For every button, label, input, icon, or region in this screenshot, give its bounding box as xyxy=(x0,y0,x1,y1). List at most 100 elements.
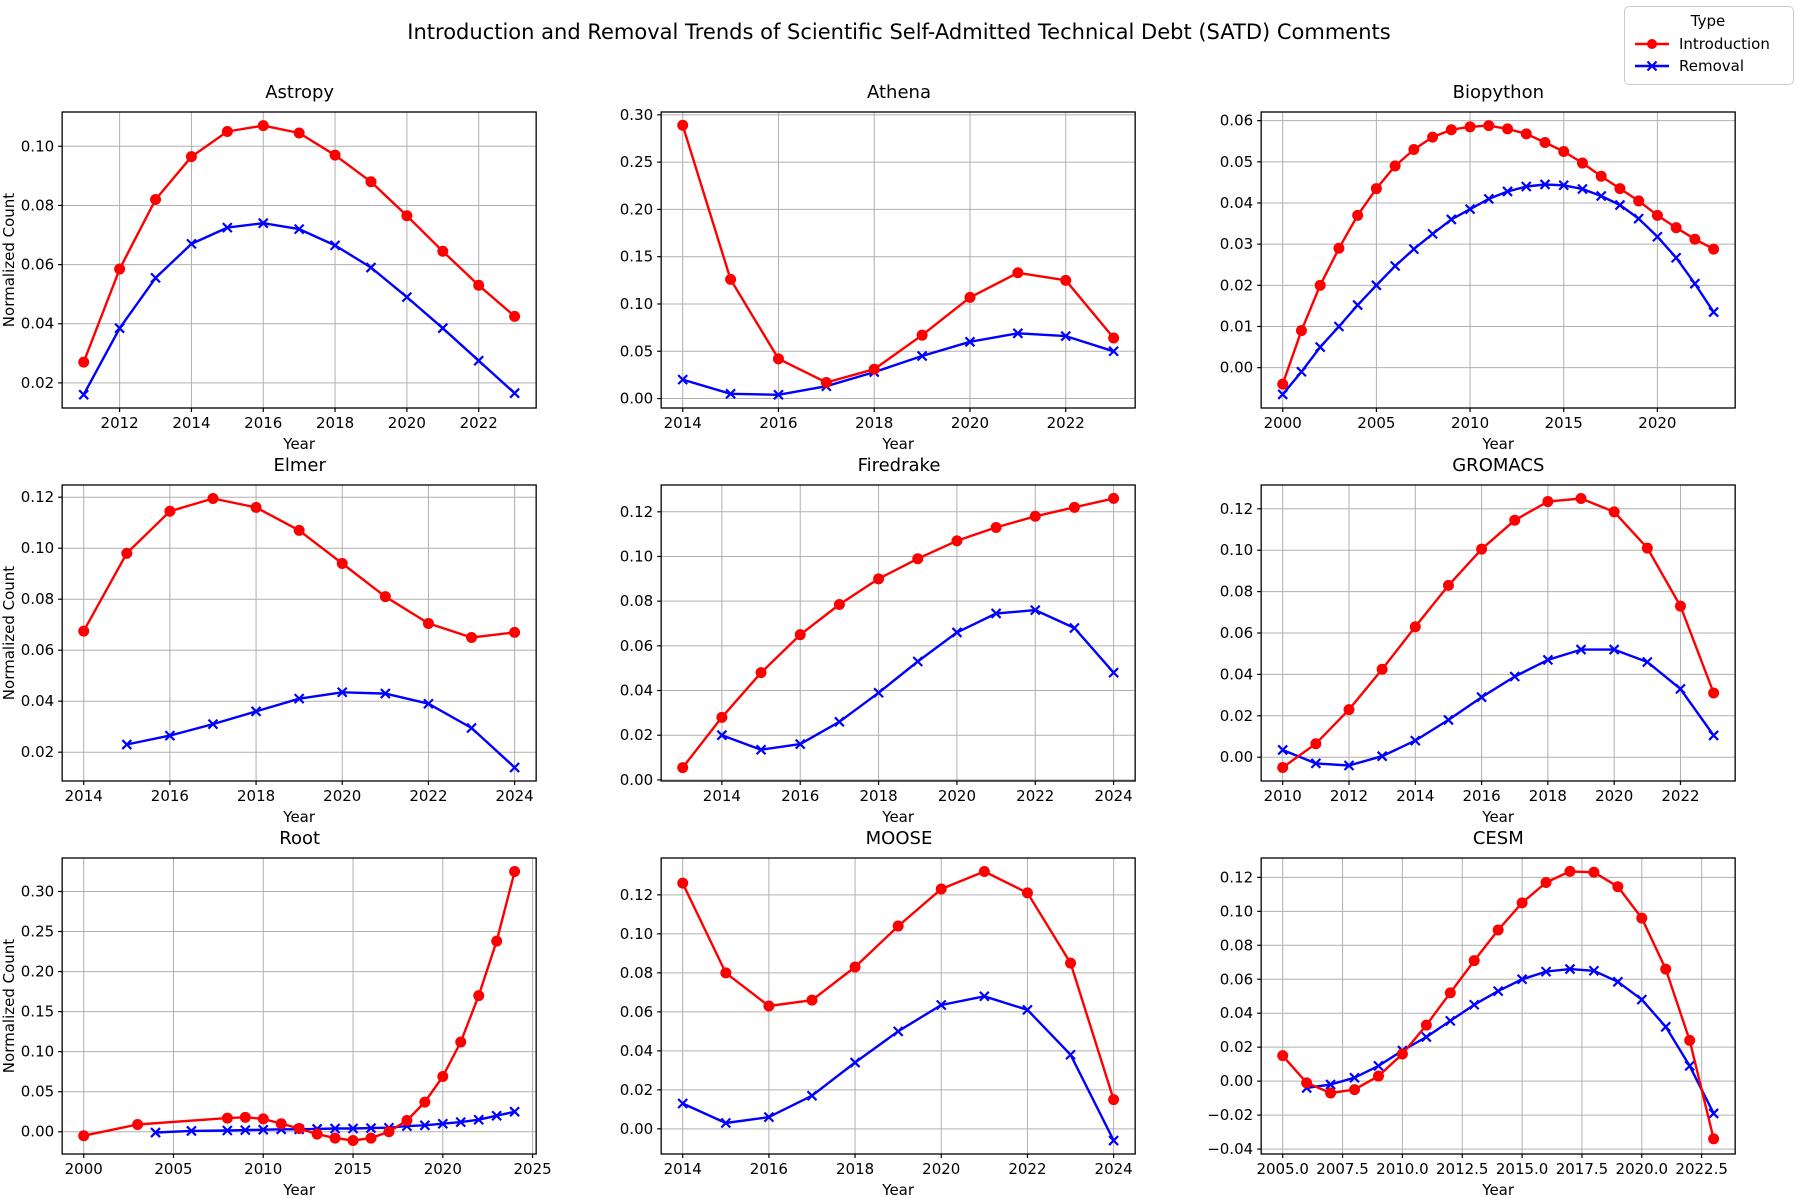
x-tick-label: 2020 xyxy=(424,1160,462,1178)
introduction-point-marker xyxy=(336,558,348,570)
x-tick-label: 2020 xyxy=(323,787,361,805)
x-tick-label: 2007.5 xyxy=(1316,1160,1369,1178)
subplot-title-athena: Athena xyxy=(867,82,931,103)
removal-point-marker xyxy=(1558,180,1569,191)
x-tick-label: 2014 xyxy=(664,414,702,432)
y-tick-label: 0.08 xyxy=(620,964,653,982)
introduction-line xyxy=(681,497,1116,769)
x-tick-label: 2020 xyxy=(1595,787,1633,805)
introduction-point-marker xyxy=(773,353,785,365)
x-tick-label: 2018 xyxy=(237,787,275,805)
x-tick-label: 2017.5 xyxy=(1555,1160,1608,1178)
x-tick-label: 2016 xyxy=(750,1160,788,1178)
x-tick-label: 2024 xyxy=(496,787,534,805)
introduction-point-marker xyxy=(132,1119,144,1131)
removal-point-marker xyxy=(1576,183,1588,195)
removal-point-marker xyxy=(1060,330,1072,342)
removal-point-marker xyxy=(1707,306,1719,318)
y-tick-label: 0.10 xyxy=(21,137,54,155)
introduction-point-marker xyxy=(365,1132,377,1144)
introduction-point-marker xyxy=(1069,501,1081,513)
firedrake-chart-canvas: 2014 2016 2018 2020 2022 2024 0.00 0.02 0.04 0.06… xyxy=(620,484,1137,824)
removal-point-marker xyxy=(78,389,89,400)
introduction-point-marker xyxy=(1641,542,1653,554)
x-tick-label: 2020 xyxy=(922,1160,960,1178)
subplot-elmer: Elmer 2014 2016 2018 2020 2022 2024 0.02 0.04 0.… xyxy=(0,451,599,824)
introduction-point-marker xyxy=(979,865,991,877)
legend-entry-introduction: Introduction xyxy=(1633,33,1783,55)
removal-line xyxy=(681,995,1116,1142)
removal-point-marker xyxy=(1065,1049,1077,1061)
introduction-point-marker xyxy=(1348,1084,1360,1096)
x-tick-label: 2022 xyxy=(1047,414,1085,432)
x-tick-label: 2010 xyxy=(244,1160,282,1178)
removal-point-marker xyxy=(1539,179,1550,190)
introduction-line xyxy=(681,124,1116,384)
introduction-point-marker xyxy=(164,505,176,517)
y-tick-label: 0.08 xyxy=(21,196,54,214)
removal-point-marker xyxy=(951,627,963,638)
introduction-point-marker xyxy=(466,631,478,643)
y-tick-label: 0.06 xyxy=(1219,112,1252,130)
removal-point-marker xyxy=(756,744,767,756)
removal-point-marker xyxy=(965,336,976,348)
x-tick-label: 2018 xyxy=(316,414,354,432)
removal-point-marker xyxy=(509,387,520,399)
introduction-point-marker xyxy=(834,599,846,611)
introduction-point-marker xyxy=(1651,209,1663,221)
removal-point-marker xyxy=(1588,965,1599,977)
y-tick-label: 0.10 xyxy=(620,295,653,313)
removal-point-marker xyxy=(1310,758,1321,769)
introduction-point-marker xyxy=(121,547,133,559)
removal-point-marker xyxy=(423,698,434,710)
introduction-point-marker xyxy=(1557,146,1569,158)
removal-point-marker xyxy=(1108,1135,1120,1146)
introduction-point-marker xyxy=(437,245,449,257)
introduction-point-marker xyxy=(419,1096,431,1108)
y-tick-label: 0.01 xyxy=(1219,317,1252,335)
introduction-point-marker xyxy=(1300,1077,1312,1089)
removal-point-marker xyxy=(207,718,219,730)
introduction-point-marker xyxy=(78,625,90,637)
removal-point-marker xyxy=(677,1098,689,1109)
y-tick-label: 0.00 xyxy=(620,1120,653,1138)
removal-point-marker xyxy=(1442,714,1454,726)
introduction-point-marker xyxy=(849,961,861,973)
removal-point-marker xyxy=(150,272,161,284)
x-tick-label: 2022.5 xyxy=(1675,1160,1728,1178)
introduction-point-marker xyxy=(150,194,162,206)
introduction-point-marker xyxy=(1542,496,1554,508)
x-tick-label: 2012 xyxy=(101,414,139,432)
introduction-point-marker xyxy=(509,310,521,322)
introduction-point-marker xyxy=(936,883,948,895)
introduction-point-marker xyxy=(964,291,976,303)
y-tick-label: 0.00 xyxy=(21,1123,54,1141)
removal-point-marker xyxy=(1370,280,1382,291)
x-tick-label: 2022 xyxy=(460,414,498,432)
x-tick-label: 2005 xyxy=(154,1160,192,1178)
introduction-point-marker xyxy=(869,363,881,375)
y-tick-label: 0.06 xyxy=(1219,970,1252,988)
removal-point-marker xyxy=(850,1057,861,1068)
y-tick-label: 0.00 xyxy=(620,771,653,789)
subplot-title-cesm: CESM xyxy=(1472,828,1524,849)
subplot-grid: Astropy 2012 2014 2016 2018 2020 2022 0.02 0.04… xyxy=(0,78,1798,1197)
y-tick-label: 0.10 xyxy=(1219,541,1252,559)
introduction-point-marker xyxy=(1588,866,1600,878)
introduction-point-marker xyxy=(1445,124,1457,136)
introduction-point-marker xyxy=(916,329,928,341)
removal-point-marker xyxy=(1468,999,1480,1011)
removal-point-marker xyxy=(1651,231,1663,243)
x-tick-label: 2016 xyxy=(151,787,189,805)
y-tick-label: 0.12 xyxy=(620,886,653,904)
x-tick-label: 2016 xyxy=(244,414,282,432)
x-tick-label: 2022 xyxy=(409,787,447,805)
y-tick-label: 0.06 xyxy=(620,1003,653,1021)
introduction-point-marker xyxy=(257,120,269,132)
y-tick-label: 0.00 xyxy=(1219,748,1252,766)
y-axis-label: Normalized Count xyxy=(0,939,18,1073)
y-tick-label: 0.06 xyxy=(21,641,54,659)
introduction-point-marker xyxy=(1351,209,1363,221)
y-tick-label: 0.03 xyxy=(1219,235,1252,253)
removal-point-marker xyxy=(1660,1021,1671,1033)
